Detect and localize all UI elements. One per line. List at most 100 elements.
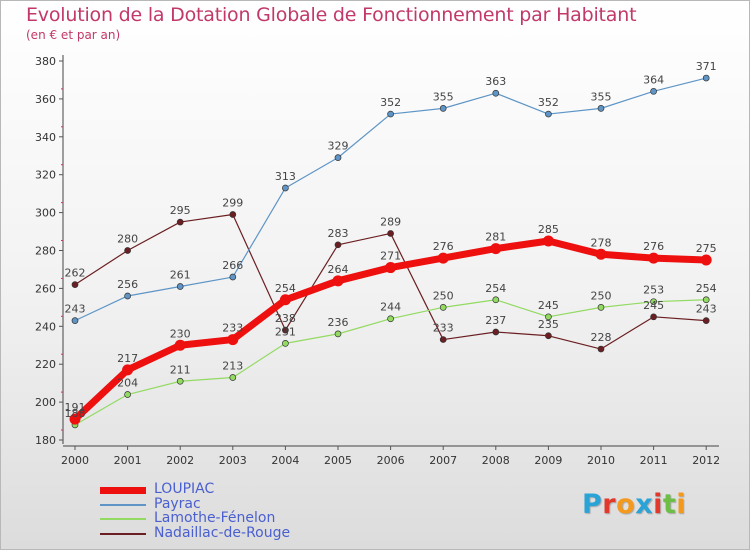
data-label-payrac: 364 — [643, 73, 664, 86]
data-point-payrac — [71, 317, 79, 324]
data-point-loupiac — [648, 252, 660, 264]
data-label-payrac: 355 — [591, 90, 612, 103]
data-label-nadaillac-de-rouge: 295 — [170, 204, 191, 217]
legend-label: Payrac — [154, 495, 201, 512]
legend-swatch — [100, 532, 146, 535]
data-point-nadaillac-de-rouge — [387, 230, 394, 237]
x-tick-label: 2004 — [271, 454, 299, 467]
data-point-payrac — [597, 105, 605, 112]
data-label-lamothe-fenelon: 211 — [170, 363, 191, 376]
data-point-lamothe-fenelon — [124, 391, 131, 398]
x-tick-label: 2005 — [324, 454, 352, 467]
y-tick-label: 260 — [35, 282, 56, 295]
x-tick-label: 2002 — [166, 454, 194, 467]
data-label-nadaillac-de-rouge: 289 — [380, 215, 401, 228]
data-point-loupiac — [279, 294, 291, 306]
data-point-lamothe-fenelon — [702, 296, 710, 304]
legend-swatch — [100, 487, 146, 494]
data-point-nadaillac-de-rouge — [545, 332, 552, 340]
data-label-loupiac: 281 — [485, 231, 506, 244]
x-tick-label: 2011 — [640, 454, 668, 467]
data-label-payrac: 313 — [275, 170, 296, 183]
data-label-nadaillac-de-rouge: 237 — [485, 314, 506, 327]
data-point-payrac — [176, 283, 184, 290]
data-label-nadaillac-de-rouge: 262 — [65, 267, 86, 280]
data-label-payrac: 329 — [328, 140, 349, 153]
data-point-nadaillac-de-rouge — [176, 218, 184, 226]
data-label-payrac: 363 — [485, 75, 506, 88]
data-label-payrac: 352 — [538, 96, 559, 109]
data-label-payrac: 352 — [380, 96, 401, 109]
data-label-loupiac: 230 — [170, 327, 191, 340]
data-point-payrac — [492, 89, 500, 97]
data-label-nadaillac-de-rouge: 243 — [696, 303, 717, 316]
data-label-lamothe-fenelon: 254 — [696, 282, 717, 295]
data-label-nadaillac-de-rouge: 245 — [643, 299, 664, 312]
data-point-loupiac — [700, 254, 712, 266]
data-point-payrac — [650, 87, 657, 95]
proxiti-logo: Proxiti — [582, 489, 687, 520]
y-tick-label: 200 — [35, 396, 56, 409]
data-label-lamothe-fenelon: 253 — [643, 284, 664, 297]
x-tick-label: 2001 — [114, 454, 142, 467]
data-label-payrac: 371 — [696, 60, 717, 73]
data-point-loupiac — [69, 413, 81, 425]
data-point-nadaillac-de-rouge — [492, 328, 500, 336]
chart-subtitle: (en € et par an) — [26, 28, 121, 42]
legend-label: Nadaillac-de-Rouge — [154, 524, 291, 541]
data-label-loupiac: 275 — [696, 242, 717, 255]
data-point-payrac — [229, 273, 237, 281]
y-tick-label: 240 — [35, 320, 56, 333]
legend-label: Lamothe-Fénelon — [154, 510, 276, 526]
x-tick-label: 2007 — [429, 454, 457, 467]
data-point-nadaillac-de-rouge — [439, 336, 447, 343]
y-tick-label: 300 — [35, 207, 56, 220]
data-label-lamothe-fenelon: 231 — [275, 325, 296, 338]
data-point-loupiac — [490, 243, 502, 255]
data-label-payrac: 256 — [117, 278, 138, 291]
data-point-lamothe-fenelon — [387, 315, 394, 323]
data-label-lamothe-fenelon: 244 — [380, 301, 401, 314]
data-point-loupiac — [385, 262, 397, 274]
y-tick-label: 180 — [35, 434, 56, 447]
data-point-payrac — [545, 110, 552, 118]
data-point-nadaillac-de-rouge — [229, 211, 237, 218]
legend-label: LOUPIAC — [154, 481, 215, 497]
data-point-nadaillac-de-rouge — [71, 281, 79, 288]
x-tick-label: 2008 — [482, 454, 510, 467]
chart-title: Evolution de la Dotation Globale de Fonc… — [26, 4, 637, 26]
data-label-nadaillac-de-rouge: 228 — [591, 331, 612, 344]
data-label-nadaillac-de-rouge: 299 — [222, 196, 243, 209]
data-point-nadaillac-de-rouge — [597, 345, 605, 353]
data-label-nadaillac-de-rouge: 233 — [433, 322, 454, 335]
data-point-loupiac — [437, 252, 449, 264]
y-tick-label: 220 — [35, 358, 56, 371]
data-point-lamothe-fenelon — [545, 313, 552, 321]
data-label-loupiac: 276 — [433, 240, 454, 253]
x-tick-label: 2000 — [61, 454, 89, 467]
legend-swatch — [100, 518, 146, 520]
x-tick-label: 2010 — [587, 454, 615, 467]
data-label-loupiac: 217 — [117, 352, 138, 365]
data-point-nadaillac-de-rouge — [282, 326, 289, 334]
data-label-lamothe-fenelon: 245 — [538, 299, 559, 312]
data-point-loupiac — [227, 334, 239, 346]
data-label-lamothe-fenelon: 204 — [117, 377, 138, 390]
data-point-payrac — [124, 292, 131, 300]
data-label-loupiac: 191 — [65, 401, 86, 414]
data-label-loupiac: 233 — [222, 322, 243, 335]
data-point-payrac — [334, 154, 342, 161]
data-point-nadaillac-de-rouge — [650, 313, 657, 321]
data-label-lamothe-fenelon: 188 — [65, 407, 86, 420]
data-label-nadaillac-de-rouge: 283 — [328, 227, 349, 240]
data-point-payrac — [702, 74, 710, 82]
y-tick-label: 320 — [35, 169, 56, 182]
data-point-loupiac — [122, 364, 134, 376]
data-label-loupiac: 271 — [380, 250, 401, 263]
data-point-payrac — [439, 105, 447, 112]
data-point-nadaillac-de-rouge — [124, 247, 131, 254]
data-label-loupiac: 285 — [538, 223, 559, 236]
data-label-nadaillac-de-rouge: 238 — [275, 312, 296, 325]
data-label-lamothe-fenelon: 250 — [433, 289, 454, 302]
